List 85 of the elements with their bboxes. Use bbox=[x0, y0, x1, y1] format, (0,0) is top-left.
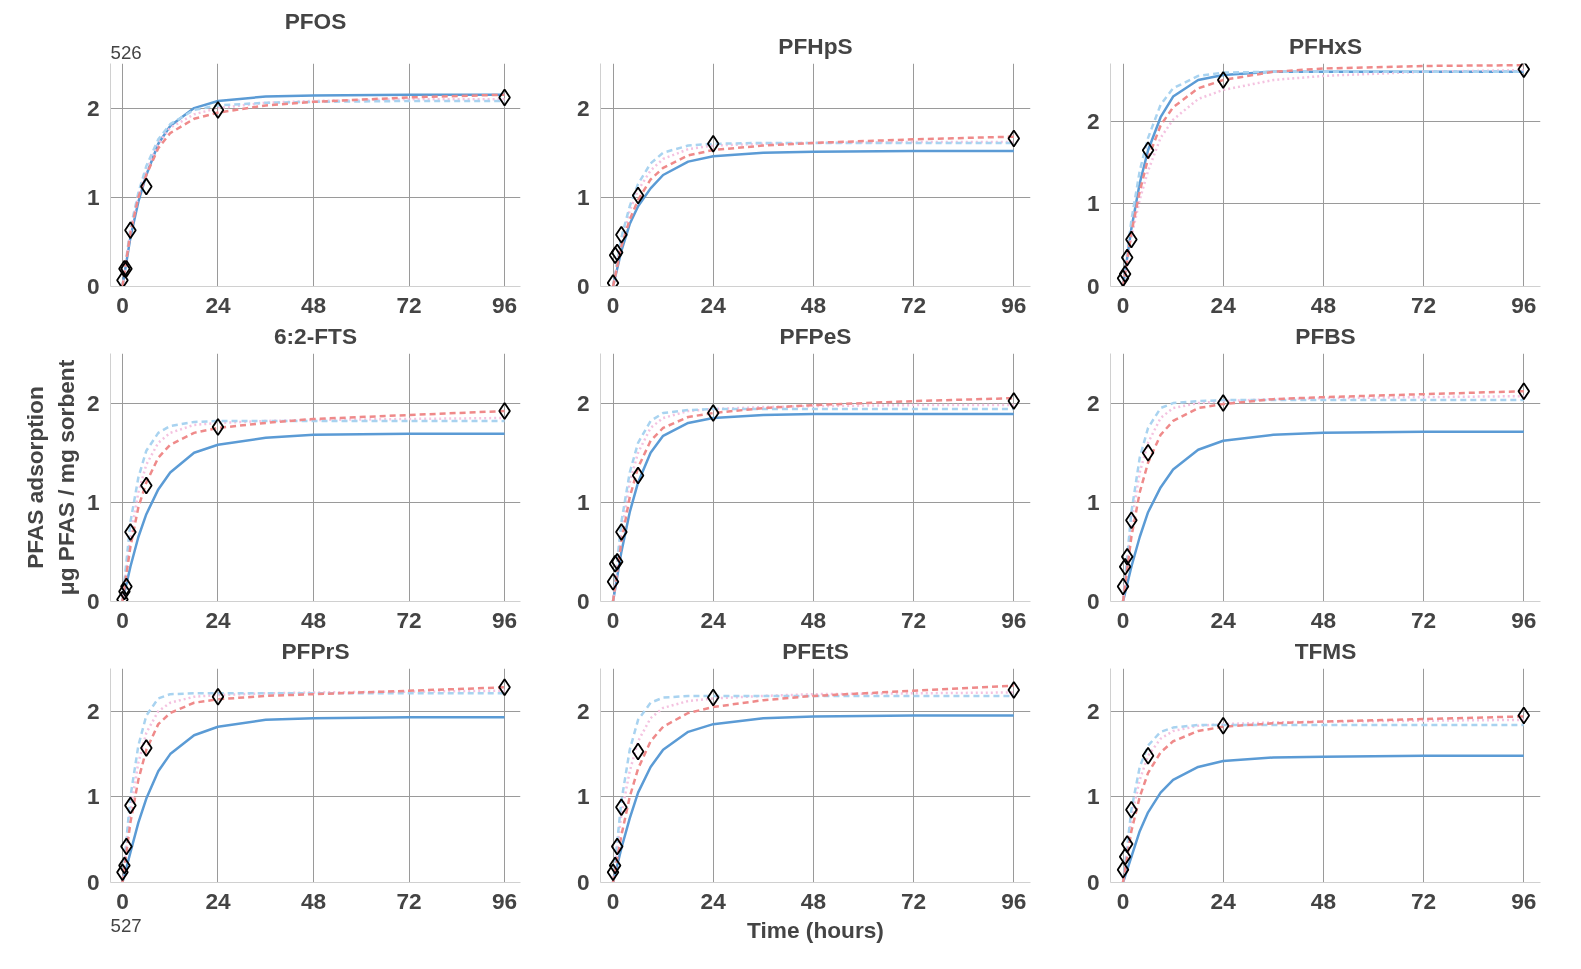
x-tick-label: 96 bbox=[491, 887, 518, 914]
y-tick-label: 2 bbox=[86, 94, 100, 121]
y-tick-label: 1 bbox=[1086, 488, 1100, 515]
chart-title: PFBS bbox=[1295, 322, 1356, 349]
y-tick-label: 1 bbox=[86, 488, 100, 515]
y-axis-title: PFAS adsorption μg PFAS / mg sorbent bbox=[21, 359, 79, 596]
y-tick-label: 0 bbox=[1086, 869, 1100, 895]
y-tick-label: 0 bbox=[576, 273, 590, 299]
x-tick-label: 48 bbox=[800, 291, 827, 318]
y-tick-label: 1 bbox=[86, 183, 100, 210]
chart-title: TFMS bbox=[1294, 637, 1357, 664]
x-tick-label: 96 bbox=[1511, 887, 1537, 914]
x-tick-label: 24 bbox=[700, 887, 727, 914]
y-tick-label: 0 bbox=[86, 588, 100, 614]
x-tick-label: 24 bbox=[700, 291, 727, 318]
x-tick-label: 24 bbox=[700, 606, 727, 633]
x-tick-label: 0 bbox=[606, 887, 620, 914]
x-tick-label: 96 bbox=[491, 606, 518, 633]
y-tick-label: 1 bbox=[1086, 190, 1100, 217]
x-tick-label: 0 bbox=[606, 291, 620, 318]
x-tick-label: 96 bbox=[1001, 606, 1027, 633]
x-tick-label: 0 bbox=[116, 291, 129, 318]
x-tick-label: 48 bbox=[800, 606, 827, 633]
chart-title: PFPrS bbox=[281, 637, 350, 664]
x-tick-label: 72 bbox=[901, 887, 927, 914]
x-tick-label: 96 bbox=[491, 291, 518, 318]
chart-title: PFEtS bbox=[782, 637, 849, 664]
y-tick-label: 1 bbox=[1086, 783, 1100, 810]
x-tick-label: 48 bbox=[1310, 887, 1337, 914]
chart-title: PFOS bbox=[284, 7, 347, 34]
x-tick-label: 72 bbox=[396, 291, 422, 318]
y-tick-label: 1 bbox=[576, 488, 590, 515]
y-tick-label: 1 bbox=[576, 783, 590, 810]
x-tick-label: 96 bbox=[1001, 291, 1027, 318]
y-tick-label: 0 bbox=[576, 588, 590, 614]
y-tick-label: 2 bbox=[576, 697, 590, 724]
chart-title: 6:2-FTS bbox=[273, 322, 358, 349]
y-tick-label: 0 bbox=[86, 869, 100, 895]
x-tick-label: 24 bbox=[205, 291, 231, 318]
x-tick-label: 72 bbox=[1411, 291, 1437, 318]
y-tick-label: 2 bbox=[1086, 389, 1100, 416]
y-tick-label: 2 bbox=[1086, 697, 1100, 724]
chart-title: PFHxS bbox=[1288, 32, 1363, 59]
x-tick-label: 48 bbox=[300, 887, 327, 914]
x-axis-title: Time (hours) bbox=[747, 916, 884, 943]
x-tick-label: 48 bbox=[300, 606, 327, 633]
y-tick-label: 2 bbox=[576, 389, 590, 416]
y-tick-label: 0 bbox=[576, 869, 590, 895]
x-tick-label: 48 bbox=[1310, 606, 1337, 633]
x-tick-label: 72 bbox=[396, 606, 422, 633]
x-tick-label: 0 bbox=[1116, 291, 1130, 318]
chart-title: PFHpS bbox=[778, 32, 853, 59]
x-tick-label: 72 bbox=[901, 606, 927, 633]
y-tick-label: 0 bbox=[1086, 588, 1100, 614]
x-tick-label: 48 bbox=[1310, 291, 1337, 318]
text: 527 bbox=[110, 914, 142, 936]
x-tick-label: 0 bbox=[116, 606, 129, 633]
x-tick-label: 0 bbox=[606, 606, 620, 633]
x-tick-label: 96 bbox=[1001, 887, 1027, 914]
y-tick-label: 0 bbox=[1086, 273, 1100, 299]
x-tick-label: 96 bbox=[1511, 291, 1537, 318]
text: 526 bbox=[110, 41, 142, 63]
x-tick-label: 0 bbox=[1116, 887, 1130, 914]
x-tick-label: 48 bbox=[800, 887, 827, 914]
x-tick-label: 0 bbox=[1116, 606, 1130, 633]
x-tick-label: 48 bbox=[300, 291, 327, 318]
x-tick-label: 72 bbox=[396, 887, 422, 914]
x-tick-label: 24 bbox=[1210, 887, 1237, 914]
x-tick-label: 24 bbox=[205, 606, 231, 633]
x-tick-label: 24 bbox=[1210, 606, 1237, 633]
x-tick-label: 96 bbox=[1511, 606, 1537, 633]
chart-title: PFPeS bbox=[779, 322, 852, 349]
x-tick-label: 24 bbox=[205, 887, 231, 914]
x-tick-label: 72 bbox=[1411, 606, 1437, 633]
y-tick-label: 2 bbox=[86, 697, 100, 724]
y-tick-label: 2 bbox=[576, 94, 590, 121]
y-tick-label: 1 bbox=[576, 183, 590, 210]
x-tick-label: 0 bbox=[116, 887, 129, 914]
x-tick-label: 24 bbox=[1210, 291, 1237, 318]
x-tick-label: 72 bbox=[1411, 887, 1437, 914]
y-tick-label: 2 bbox=[1086, 107, 1100, 134]
x-tick-label: 72 bbox=[901, 291, 927, 318]
y-tick-label: 2 bbox=[86, 389, 100, 416]
y-tick-label: 1 bbox=[86, 783, 100, 810]
y-tick-label: 0 bbox=[86, 273, 100, 299]
